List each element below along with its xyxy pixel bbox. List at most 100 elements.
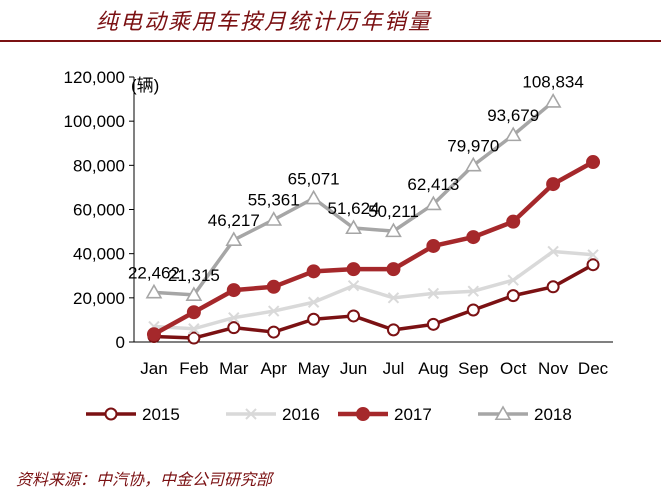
point-2016 xyxy=(467,285,479,297)
point-2017 xyxy=(466,230,481,245)
point-2017 xyxy=(266,279,281,294)
point-2016 xyxy=(347,279,360,292)
point-2016 xyxy=(427,287,440,300)
point-2018 xyxy=(265,211,283,226)
page-title: 纯电动乘用车按月统计历年销量 xyxy=(96,10,433,35)
data-label: 50,211 xyxy=(368,202,419,221)
y-tick-label: 40,000 xyxy=(73,245,125,264)
point-2018 xyxy=(225,231,243,246)
point-2016 xyxy=(547,245,559,258)
x-tick-label: May xyxy=(298,359,331,378)
point-2017 xyxy=(146,327,161,342)
series-2018 xyxy=(145,93,562,301)
point-2017 xyxy=(586,155,601,170)
point-2016 xyxy=(188,323,200,335)
legend-item-2018: 2018 xyxy=(478,405,572,424)
y-axis-label: (辆) xyxy=(131,76,159,95)
point-2018 xyxy=(424,195,442,211)
series-2017 xyxy=(146,155,601,342)
data-label: 51,624 xyxy=(328,199,380,218)
x-tick-label: Mar xyxy=(219,359,249,378)
data-label: 46,217 xyxy=(208,211,260,230)
y-tick-label: 80,000 xyxy=(73,156,125,175)
legend-label: 2017 xyxy=(394,405,432,424)
y-tick-label: 120,000 xyxy=(64,68,125,87)
point-2015 xyxy=(386,323,400,337)
point-2018 xyxy=(305,189,323,205)
point-2015 xyxy=(426,317,440,331)
legend-item-2016: 2016 xyxy=(226,405,320,424)
point-2015 xyxy=(187,331,201,345)
legend-item-2015: 2015 xyxy=(86,405,180,424)
point-2015 xyxy=(546,280,560,294)
legend-marker xyxy=(104,407,118,421)
point-2017 xyxy=(186,305,201,320)
series-line-2016 xyxy=(153,249,594,331)
x-tick-label: Apr xyxy=(260,359,287,378)
point-2016 xyxy=(307,296,320,308)
data-label: 65,071 xyxy=(288,169,340,188)
data-label: 93,679 xyxy=(487,106,539,125)
point-2016 xyxy=(587,249,599,261)
point-2015 xyxy=(466,303,480,317)
data-label: 21,315 xyxy=(168,266,220,285)
legend-marker xyxy=(245,408,257,420)
point-2016 xyxy=(387,292,400,304)
data-label: 55,361 xyxy=(248,191,300,210)
series-line-2017 xyxy=(152,160,595,337)
legend-label: 2016 xyxy=(282,405,320,424)
point-2015 xyxy=(586,258,600,272)
data-label: 22,462 xyxy=(128,263,180,282)
y-tick-label: 60,000 xyxy=(73,201,125,220)
x-tick-labels: Jan Feb Mar Apr May Jun Jul Aug Sep Oct Nov Dec xyxy=(140,359,608,378)
point-2018 xyxy=(544,93,562,108)
point-2018 xyxy=(464,156,482,172)
legend-item-2017: 2017 xyxy=(338,405,432,424)
point-2018 xyxy=(185,286,203,301)
x-tick-label: Oct xyxy=(500,359,527,378)
legend: 2015 2016 2017 2018 xyxy=(86,405,572,424)
title-divider xyxy=(0,40,661,42)
point-2015 xyxy=(267,325,281,339)
point-2016 xyxy=(507,274,519,286)
series-lines xyxy=(145,93,601,345)
data-label: 79,970 xyxy=(447,136,499,155)
data-label: 108,834 xyxy=(522,73,583,92)
x-tick-label: Jun xyxy=(340,359,367,378)
legend-marker xyxy=(356,407,370,421)
point-2017 xyxy=(306,264,321,279)
point-2017 xyxy=(226,283,241,298)
source-note: 资料来源：中汽协，中金公司研究部 xyxy=(16,470,273,489)
x-tick-label: Aug xyxy=(418,359,448,378)
data-label: 62,413 xyxy=(407,175,459,194)
legend-marker xyxy=(494,405,512,421)
x-tick-label: Feb xyxy=(179,359,208,378)
point-2015 xyxy=(506,289,520,303)
point-2017 xyxy=(506,214,521,229)
y-tick-labels: 0 20,000 40,000 60,000 80,000 100,000 120,000 xyxy=(64,68,134,352)
point-2018 xyxy=(504,126,522,142)
point-2015 xyxy=(227,321,241,335)
point-2017 xyxy=(346,262,361,277)
point-2016 xyxy=(228,312,240,324)
point-2018 xyxy=(145,283,163,299)
x-tick-label: Jul xyxy=(383,359,405,378)
x-tick-label: Nov xyxy=(538,359,569,378)
point-2016 xyxy=(268,305,280,317)
series-2016 xyxy=(148,245,599,335)
series-line-2015 xyxy=(153,263,594,340)
point-2015 xyxy=(307,312,321,326)
y-tick-label: 20,000 xyxy=(73,289,125,308)
y-tick-label: 0 xyxy=(116,333,125,352)
legend-label: 2015 xyxy=(142,405,180,424)
x-tick-label: Sep xyxy=(458,359,488,378)
point-2017 xyxy=(426,238,441,253)
legend-label: 2018 xyxy=(534,405,572,424)
point-2017 xyxy=(546,177,561,192)
x-tick-label: Jan xyxy=(140,359,167,378)
x-tick-label: Dec xyxy=(578,359,609,378)
y-tick-label: 100,000 xyxy=(64,112,125,131)
point-2017 xyxy=(386,262,401,277)
